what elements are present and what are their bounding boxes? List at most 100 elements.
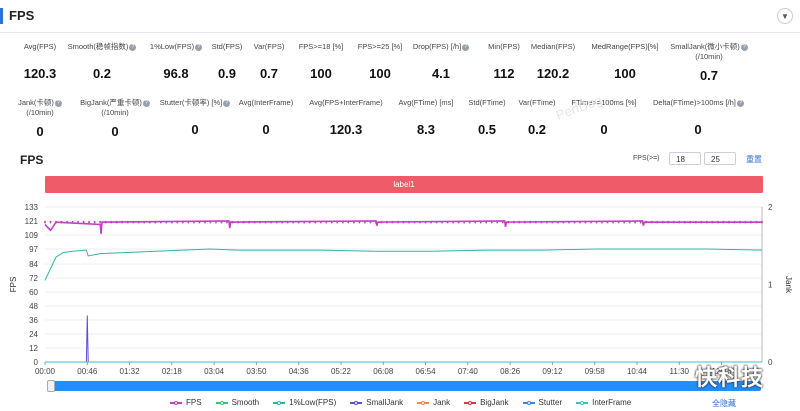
stat-label: FTime>=100ms [%] — [571, 98, 637, 107]
stat-label: Stutter(卡顿率) [%]? — [159, 98, 231, 107]
y2-tick-label: 2 — [768, 203, 773, 212]
stat-label: FPS>=25 [%] — [357, 42, 403, 51]
stat-r1-6: FPS>=25 [%] 100 — [335, 42, 425, 81]
x-tick-label: 04:36 — [289, 367, 310, 376]
y-axis-label: FPS — [9, 277, 18, 293]
fps-marker — [474, 220, 476, 224]
stat-label: Avg(FTime) [ms] — [398, 98, 454, 107]
stat-label: Jank(卡顿)? (/10min) — [18, 98, 62, 117]
fps-marker — [160, 220, 162, 224]
stat-label: Median(FPS) — [530, 42, 576, 51]
fps-marker — [711, 220, 714, 224]
fps-marker — [121, 220, 124, 224]
fps-marker — [733, 220, 736, 224]
reset-link[interactable]: 重置 — [746, 155, 762, 164]
fps-marker — [573, 220, 576, 224]
fps-marker — [391, 220, 394, 224]
x-tick-label: 01:32 — [120, 367, 141, 376]
legend-item-stutter[interactable]: Stutter — [522, 398, 562, 407]
stat-r1-10: MedRange(FPS)[%] 100 — [580, 42, 670, 81]
help-icon[interactable]: ? — [740, 43, 748, 51]
legend-item-interframe[interactable]: InterFrame — [576, 398, 631, 407]
y-tick-label: 84 — [29, 260, 38, 269]
fps-marker — [275, 220, 278, 224]
legend-swatch-icon — [350, 399, 363, 407]
y-tick-label: 109 — [25, 231, 39, 240]
hide-all-link[interactable]: 全隐藏 — [712, 399, 736, 408]
stat-r2-8: FTime>=100ms [%] 0 — [559, 98, 649, 137]
stat-value: 0.2 — [527, 122, 547, 137]
fps-marker — [331, 220, 333, 224]
timeline-scroll-handle[interactable] — [47, 380, 55, 392]
x-tick-label: 06:08 — [373, 367, 394, 376]
fps-marker — [672, 220, 675, 224]
stat-value: 100 — [614, 66, 636, 81]
fps-marker — [584, 220, 587, 224]
y-tick-label: 0 — [34, 358, 39, 367]
legend-item-smalljank[interactable]: SmallJank — [350, 398, 403, 407]
help-icon[interactable]: ? — [142, 99, 150, 107]
stat-value: 120.3 — [23, 66, 57, 81]
fps-marker — [308, 220, 311, 224]
help-icon[interactable]: ? — [736, 99, 744, 107]
label-band[interactable]: label1 — [45, 176, 763, 193]
fps-marker — [325, 220, 328, 224]
fps-marker — [590, 220, 592, 224]
fps-marker — [242, 220, 245, 224]
timeline-scrollbar[interactable] — [49, 381, 761, 391]
stat-label: MedRange(FPS)[%] — [591, 42, 659, 51]
fps-marker — [623, 220, 625, 224]
fps-marker — [408, 220, 410, 224]
fps-marker — [132, 220, 135, 224]
stat-value: 8.3 — [416, 122, 436, 137]
stat-value: 0 — [694, 122, 702, 137]
stat-value: 120.3 — [329, 122, 363, 137]
legend-item-1-low-fps-[interactable]: 1%Low(FPS) — [273, 398, 336, 407]
help-icon[interactable]: ? — [54, 99, 62, 107]
fps-marker — [501, 220, 504, 224]
help-icon[interactable]: ? — [129, 43, 137, 51]
legend-item-bigjank[interactable]: BigJank — [464, 398, 509, 407]
fps-marker — [402, 220, 405, 224]
y-tick-label: 36 — [29, 316, 38, 325]
stat-value: 0 — [111, 124, 119, 139]
stat-label: Std(FPS) — [211, 42, 243, 51]
chevron-down-icon[interactable]: ▼ — [777, 8, 793, 24]
stat-value: 0.5 — [477, 122, 497, 137]
fps-marker — [579, 220, 581, 224]
fps-marker — [678, 220, 681, 224]
stat-value: 0.2 — [92, 66, 112, 81]
fps-marker — [264, 220, 267, 224]
stat-label: Std(FTime) — [468, 98, 506, 107]
fps-marker — [606, 220, 609, 224]
fps-marker — [369, 220, 372, 224]
legend-item-jank[interactable]: Jank — [417, 398, 450, 407]
y-tick-label: 97 — [29, 245, 38, 254]
fps-marker — [728, 220, 730, 224]
fps-marker — [209, 220, 212, 224]
fps-marker — [490, 220, 493, 224]
legend-item-fps[interactable]: FPS — [170, 398, 202, 407]
brand-watermark: 快科技 — [695, 365, 765, 390]
fps-marker — [568, 220, 570, 224]
fps-marker — [286, 220, 289, 224]
stat-value: 0.9 — [217, 66, 237, 81]
y2-tick-label: 1 — [768, 281, 773, 290]
help-icon[interactable]: ? — [195, 43, 203, 51]
fps-marker — [171, 220, 173, 224]
help-icon[interactable]: ? — [223, 99, 231, 107]
fps-threshold-1-input[interactable]: 18 — [669, 152, 701, 165]
help-icon[interactable]: ? — [462, 43, 470, 51]
stat-r1-2: 1%Low(FPS)? 96.8 — [131, 42, 221, 81]
stat-r2-0: Jank(卡顿)? (/10min) 0 — [0, 98, 85, 139]
legend-item-smooth[interactable]: Smooth — [215, 398, 259, 407]
stat-r1-4: Var(FPS) 0.7 — [224, 42, 314, 81]
fps-marker — [557, 220, 559, 224]
fps-marker — [689, 220, 692, 224]
legend-label: SmallJank — [366, 398, 404, 407]
fps-marker — [617, 220, 620, 224]
fps-threshold-2-input[interactable]: 25 — [704, 152, 736, 165]
fps-marker — [700, 220, 703, 224]
stat-label: Avg(FPS+InterFrame) — [309, 98, 383, 107]
